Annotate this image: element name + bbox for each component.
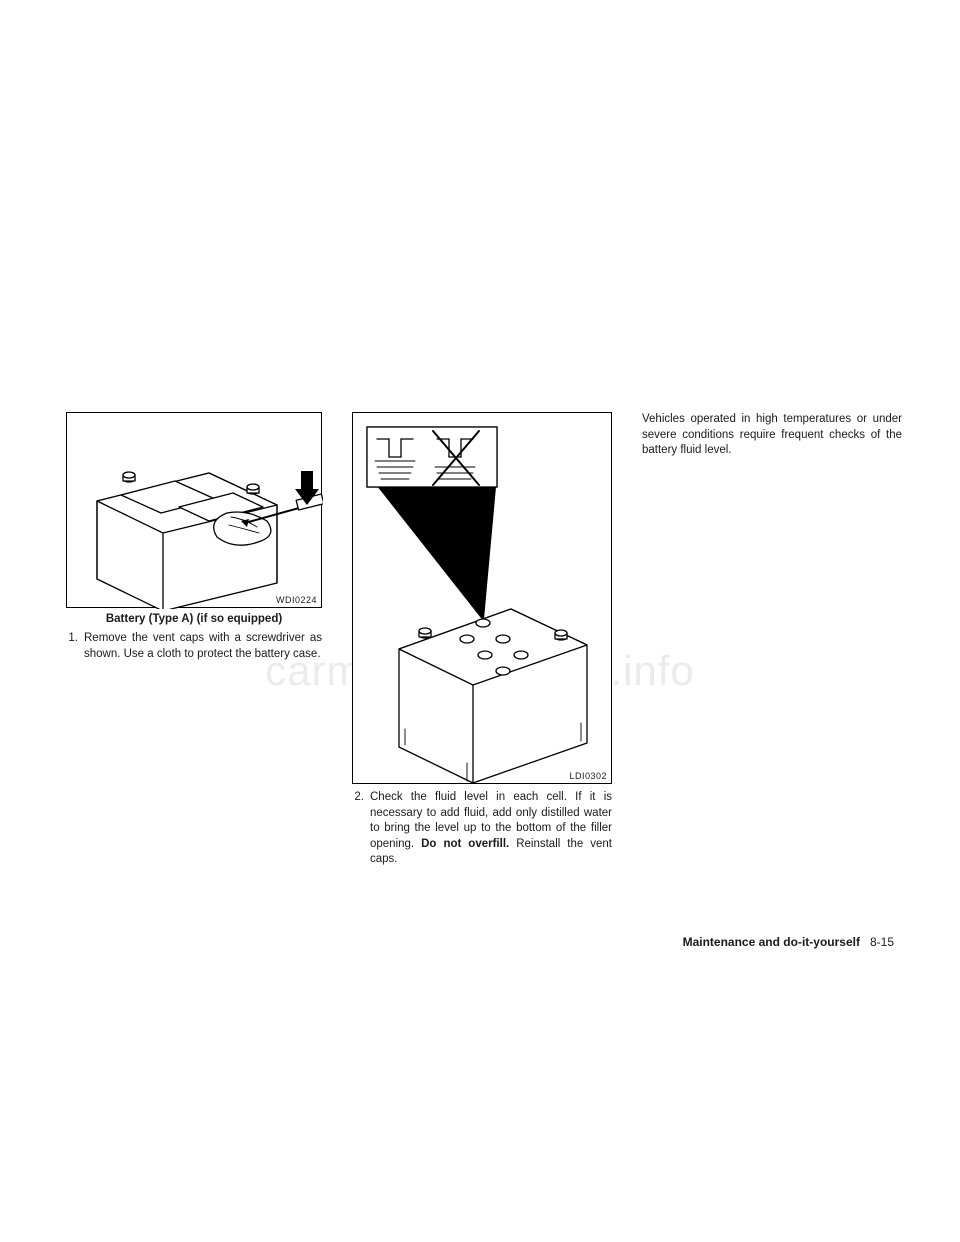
column-1: WDI0224 Battery (Type A) (if so equipped… [66, 412, 322, 868]
figure-1-code: WDI0224 [276, 595, 317, 605]
step-2-text: Check the fluid level in each cell. If i… [370, 790, 612, 868]
step-1-text: Remove the vent caps with a screwdriver … [84, 631, 322, 662]
footer-page: 8-15 [870, 935, 894, 949]
footer-section: Maintenance and do-it-yourself [683, 935, 860, 949]
column-2: LDI0302 2. Check the fluid level in each… [352, 412, 612, 868]
figure-1-frame: WDI0224 [66, 412, 322, 608]
column-3: Vehicles operated in high temperatures o… [642, 412, 902, 868]
step-2-number: 2. [352, 790, 370, 868]
figure-2-code: LDI0302 [569, 771, 607, 781]
page-columns: WDI0224 Battery (Type A) (if so equipped… [66, 412, 894, 868]
step-2: 2. Check the fluid level in each cell. I… [352, 790, 612, 868]
battery-fluid-level-illustration [353, 413, 613, 785]
step-1-number: 1. [66, 631, 84, 662]
col3-paragraph: Vehicles operated in high temperatures o… [642, 412, 902, 459]
step-2-bold: Do not overfill. [421, 838, 509, 850]
figure-1-caption: Battery (Type A) (if so equipped) [66, 613, 322, 625]
figure-2-frame: LDI0302 [352, 412, 612, 784]
page-footer: Maintenance and do-it-yourself 8-15 [683, 935, 894, 949]
step-1: 1. Remove the vent caps with a screwdriv… [66, 631, 322, 662]
battery-screwdriver-illustration [67, 413, 323, 609]
